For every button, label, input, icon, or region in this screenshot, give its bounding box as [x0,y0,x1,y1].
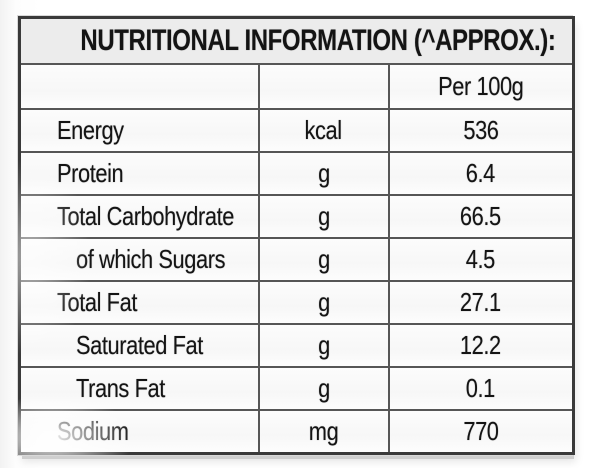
table-row-saturated-fat: Saturated Fat g 12.2 [18,323,575,368]
nutrition-table: NUTRITIONAL INFORMATION (^APPROX.): Per … [18,16,576,455]
nutrient-unit: g [317,201,330,231]
nutrient-value-cell: 536 [387,108,575,153]
nutrient-label-cell: Total Fat [18,280,260,325]
nutrient-label: Sodium [57,416,129,446]
table-row-total-fat: Total Fat g 27.1 [18,280,575,325]
nutrient-unit: kcal [304,115,343,145]
nutrient-unit-cell: kcal [257,108,390,153]
nutrient-unit-cell: g [257,323,390,368]
table-row-protein: Protein g 6.4 [18,151,575,196]
nutrient-value-cell: 0.1 [387,366,575,411]
nutrient-unit-cell: g [257,194,390,239]
nutrient-label-cell: Trans Fat [18,366,260,411]
table-row-total-carbohydrate: Total Carbohydrate g 66.5 [18,194,575,239]
nutrient-label-cell: Energy [18,108,260,153]
per-100g-header-cell: Per 100g [387,63,575,110]
empty-header-cell [18,63,260,110]
nutrient-value: 4.5 [466,244,496,274]
nutrient-label: Protein [57,158,124,188]
nutrient-value-cell: 6.4 [387,151,575,196]
nutrient-value: 27.1 [460,287,502,317]
nutrient-label: Total Carbohydrate [57,201,234,231]
nutrient-unit: g [317,330,330,360]
table-row-sodium: Sodium mg 770 [18,409,575,455]
nutrient-unit: g [317,287,330,317]
nutrition-table-container: NUTRITIONAL INFORMATION (^APPROX.): Per … [18,16,576,455]
table-title-row: NUTRITIONAL INFORMATION (^APPROX.): [18,16,575,65]
nutrient-label-cell: Protein [18,151,260,196]
nutrient-unit-cell: mg [257,409,390,455]
nutrient-label-cell: Saturated Fat [18,323,260,368]
table-row-energy: Energy kcal 536 [18,108,575,153]
nutrient-value-cell: 4.5 [387,237,575,282]
per-100g-header: Per 100g [438,71,524,101]
nutrient-value-cell: 66.5 [387,194,575,239]
nutrient-value: 12.2 [460,330,502,360]
nutrient-value-cell: 12.2 [387,323,575,368]
nutrient-value: 6.4 [466,158,496,188]
nutrient-value: 66.5 [460,201,502,231]
nutrient-label: Trans Fat [76,373,165,403]
empty-header-cell [257,63,390,110]
nutrient-value: 770 [463,416,499,446]
table-title: NUTRITIONAL INFORMATION (^APPROX.): [80,24,556,57]
nutrient-unit-cell: g [257,366,390,411]
table-row-of-which-sugars: of which Sugars g 4.5 [18,237,575,282]
nutrient-unit-cell: g [257,237,390,282]
nutrient-label: Energy [57,115,124,145]
nutrient-label: Total Fat [57,287,137,317]
nutrient-label-cell: of which Sugars [18,237,260,282]
nutrient-unit-cell: g [257,151,390,196]
nutrient-label-cell: Total Carbohydrate [18,194,260,239]
nutrient-unit: g [317,244,330,274]
nutrient-label: Saturated Fat [76,330,203,360]
nutrient-label: of which Sugars [76,244,226,274]
table-row-trans-fat: Trans Fat g 0.1 [18,366,575,411]
table-title-cell: NUTRITIONAL INFORMATION (^APPROX.): [18,16,575,65]
nutrient-value-cell: 27.1 [387,280,575,325]
nutrient-unit: mg [308,416,339,446]
nutrient-unit-cell: g [257,280,390,325]
nutrient-unit: g [317,158,330,188]
nutrient-unit: g [317,373,330,403]
nutrient-value: 536 [463,115,499,145]
column-header-row: Per 100g [18,63,575,110]
nutrient-value-cell: 770 [387,409,575,455]
nutrient-value: 0.1 [466,373,496,403]
nutrient-label-cell: Sodium [18,409,260,455]
